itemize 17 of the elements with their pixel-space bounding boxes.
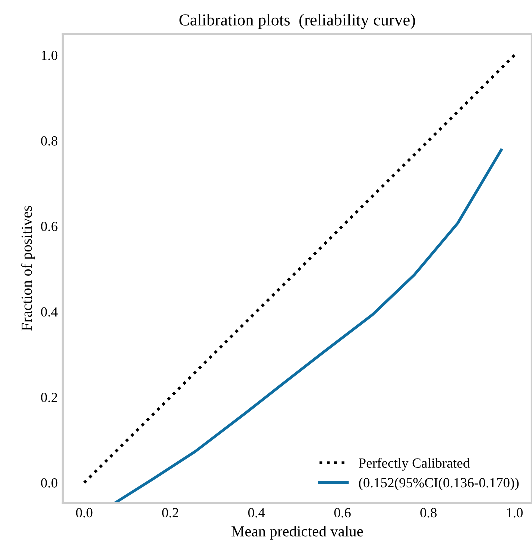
x-tick-label: 1.0 bbox=[507, 508, 523, 518]
legend-label: Perfectly Calibrated bbox=[359, 458, 470, 471]
x-tick-label: 0.0 bbox=[76, 508, 93, 518]
y-tick-label: 1.0 bbox=[42, 50, 58, 60]
x-tick-label: 0.4 bbox=[248, 508, 266, 518]
y-tick-label: 0.0 bbox=[41, 478, 58, 488]
y-tick-label: 0.8 bbox=[41, 136, 58, 146]
x-tick-label: 0.6 bbox=[334, 508, 351, 518]
legend-label: (0.152(95%CI(0.136-0.170)) bbox=[359, 478, 519, 490]
x-tick-label: 0.8 bbox=[420, 508, 437, 518]
x-tick-label: 0.2 bbox=[162, 508, 178, 518]
y-tick-label: 0.2 bbox=[41, 392, 58, 402]
y-axis-title: Fraction of positives bbox=[21, 206, 36, 331]
y-tick-label: 0.4 bbox=[41, 307, 58, 317]
chart-title: Calibration plots (reliability curve) bbox=[180, 14, 416, 30]
y-tick-label: 0.6 bbox=[41, 222, 58, 232]
x-axis-title: Mean predicted value bbox=[232, 526, 364, 540]
